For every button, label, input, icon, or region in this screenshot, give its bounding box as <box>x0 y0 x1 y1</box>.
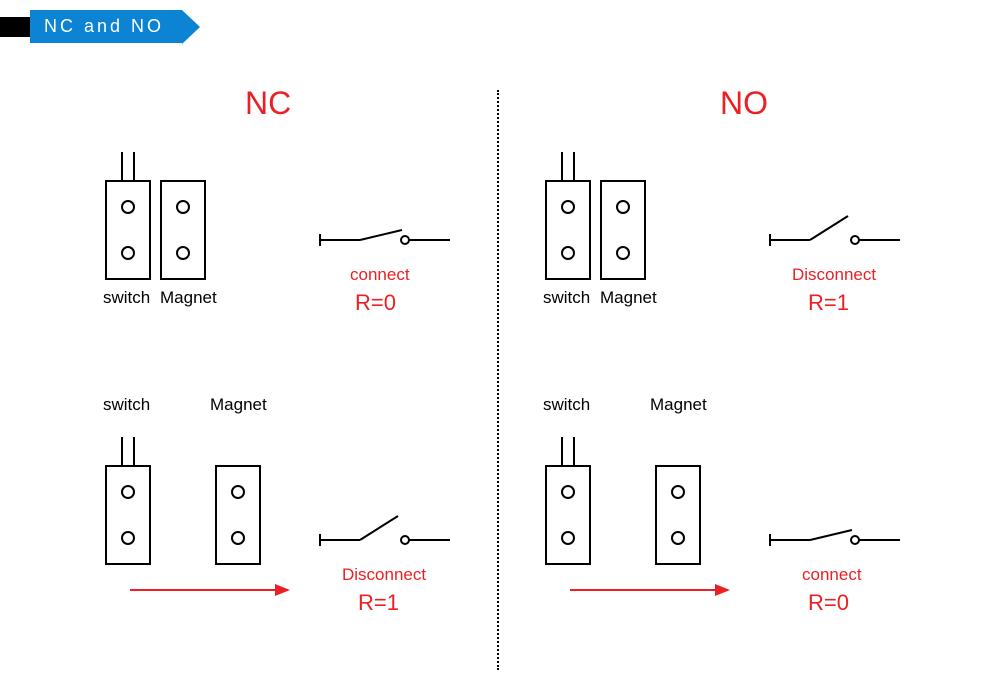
no-row1-schematic <box>770 220 900 260</box>
no-row1-r: R=1 <box>808 290 849 316</box>
magnet-label: Magnet <box>160 288 217 308</box>
header-banner: NC and NO <box>0 10 182 43</box>
no-row1-status: Disconnect <box>792 265 876 285</box>
nc-row1-magnet-box <box>160 180 206 280</box>
switch-leads-icon <box>115 437 145 467</box>
diagram-area: NC NO switch Magnet connect R=0 switch M… <box>0 70 1000 689</box>
nc-magnet-arrow-icon <box>130 580 290 600</box>
nc-row2-schematic <box>320 520 450 560</box>
no-row1-magnet-box <box>600 180 646 280</box>
magnet-label: Magnet <box>210 395 267 415</box>
no-title: NO <box>720 85 768 122</box>
switch-label: switch <box>103 288 150 308</box>
nc-title: NC <box>245 85 291 122</box>
no-magnet-arrow-icon <box>570 580 730 600</box>
no-row2-r: R=0 <box>808 590 849 616</box>
header-accent-black <box>0 17 30 37</box>
nc-row1-switch-box <box>105 180 151 280</box>
switch-leads-icon <box>555 437 585 467</box>
nc-row2-magnet-box <box>215 465 261 565</box>
nc-row2-switch-box <box>105 465 151 565</box>
nc-row2-r: R=1 <box>358 590 399 616</box>
switch-label: switch <box>543 288 590 308</box>
no-row2-magnet-box <box>655 465 701 565</box>
magnet-label: Magnet <box>650 395 707 415</box>
no-row2-schematic <box>770 520 900 560</box>
switch-leads-icon <box>555 152 585 182</box>
switch-label: switch <box>103 395 150 415</box>
magnet-label: Magnet <box>600 288 657 308</box>
nc-row2-status: Disconnect <box>342 565 426 585</box>
nc-row1-status: connect <box>350 265 410 285</box>
column-divider <box>497 90 499 670</box>
nc-row1-schematic <box>320 220 450 260</box>
no-row2-switch-box <box>545 465 591 565</box>
switch-leads-icon <box>115 152 145 182</box>
header-title: NC and NO <box>30 10 182 43</box>
no-row2-status: connect <box>802 565 862 585</box>
switch-label: switch <box>543 395 590 415</box>
no-row1-switch-box <box>545 180 591 280</box>
nc-row1-r: R=0 <box>355 290 396 316</box>
